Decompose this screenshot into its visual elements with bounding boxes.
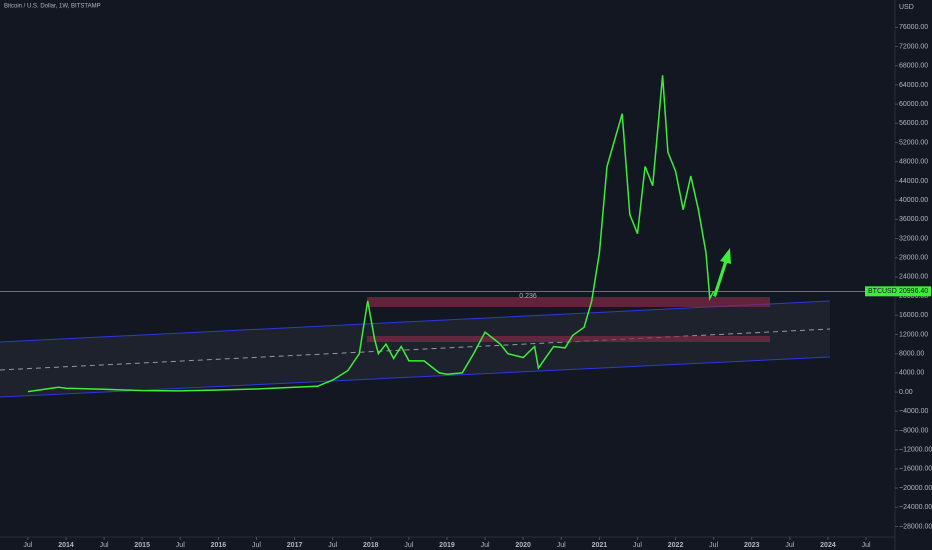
y-tick-label: 12000.00 — [899, 331, 928, 338]
y-tick-label: 24000.00 — [899, 274, 928, 281]
x-tick-label: 2015 — [134, 542, 150, 549]
y-tick-label: −8000.00 — [899, 427, 928, 434]
y-tick-label: 0.00 — [899, 389, 913, 396]
channel-mid — [0, 328, 831, 371]
x-tick-label: Jul — [404, 542, 413, 549]
zone — [367, 297, 770, 307]
y-tick-label: 48000.00 — [899, 159, 928, 166]
x-tick-label: 2024 — [820, 542, 836, 549]
y-tick-label: 32000.00 — [899, 235, 928, 242]
x-tick-label: 2022 — [668, 542, 684, 549]
x-tick-label: 2017 — [287, 542, 303, 549]
arrow — [713, 248, 731, 297]
x-tick-label: Jul — [176, 542, 185, 549]
chart-title: Bitcoin / U.S. Dollar, 1W, BITSTAMP — [4, 4, 101, 10]
y-tick-label: 28000.00 — [899, 255, 928, 262]
x-tick-label: Jul — [633, 542, 642, 549]
y-tick-label: 76000.00 — [899, 24, 928, 31]
y-tick-label: 44000.00 — [899, 178, 928, 185]
x-tick-label: 2020 — [515, 542, 531, 549]
x-tick-label: 2018 — [363, 542, 379, 549]
y-tick-label: −4000.00 — [899, 408, 928, 415]
y-tick-label: 36000.00 — [899, 216, 928, 223]
y-axis-label: USD — [899, 4, 914, 11]
y-tick-label: −20000.00 — [899, 485, 932, 492]
y-tick-label: 8000.00 — [899, 351, 924, 358]
y-tick-label: −28000.00 — [899, 523, 932, 530]
y-tick-label: 40000.00 — [899, 197, 928, 204]
y-tick-label: 56000.00 — [899, 120, 928, 127]
y-tick-label: 72000.00 — [899, 43, 928, 50]
y-tick-label: 4000.00 — [899, 370, 924, 377]
x-tick-label: Jul — [785, 542, 794, 549]
x-tick-label: 2019 — [439, 542, 455, 549]
zone — [367, 336, 770, 342]
fib-label: 0.236 — [519, 293, 537, 300]
y-tick-label: 52000.00 — [899, 139, 928, 146]
y-tick-label: 16000.00 — [899, 312, 928, 319]
y-tick-label: −12000.00 — [899, 447, 932, 454]
x-tick-label: 2023 — [744, 542, 760, 549]
x-tick-label: Jul — [481, 542, 490, 549]
y-tick-label: −24000.00 — [899, 504, 932, 511]
x-tick-label: Jul — [252, 542, 261, 549]
channel-upper — [0, 300, 831, 343]
x-tick-label: Jul — [328, 542, 337, 549]
last-price-box — [865, 286, 931, 297]
y-tick-label: −16000.00 — [899, 466, 932, 473]
x-tick-label: Jul — [23, 542, 32, 549]
x-tick-label: 2016 — [211, 542, 227, 549]
x-tick-label: Jul — [709, 542, 718, 549]
x-tick-label: Jul — [862, 542, 871, 549]
x-tick-label: 2014 — [58, 542, 74, 549]
last-price-label: 20996.40 — [899, 288, 928, 295]
y-tick-label: 64000.00 — [899, 82, 928, 89]
y-tick-label: 68000.00 — [899, 63, 928, 70]
x-tick-label: 2021 — [592, 542, 608, 549]
x-tick-label: Jul — [100, 542, 109, 549]
x-tick-label: Jul — [557, 542, 566, 549]
y-tick-label: 20000.00 — [899, 293, 928, 300]
price-line — [27, 75, 715, 393]
y-tick-label: 60000.00 — [899, 101, 928, 108]
series-name: BTCUSD — [868, 288, 897, 295]
